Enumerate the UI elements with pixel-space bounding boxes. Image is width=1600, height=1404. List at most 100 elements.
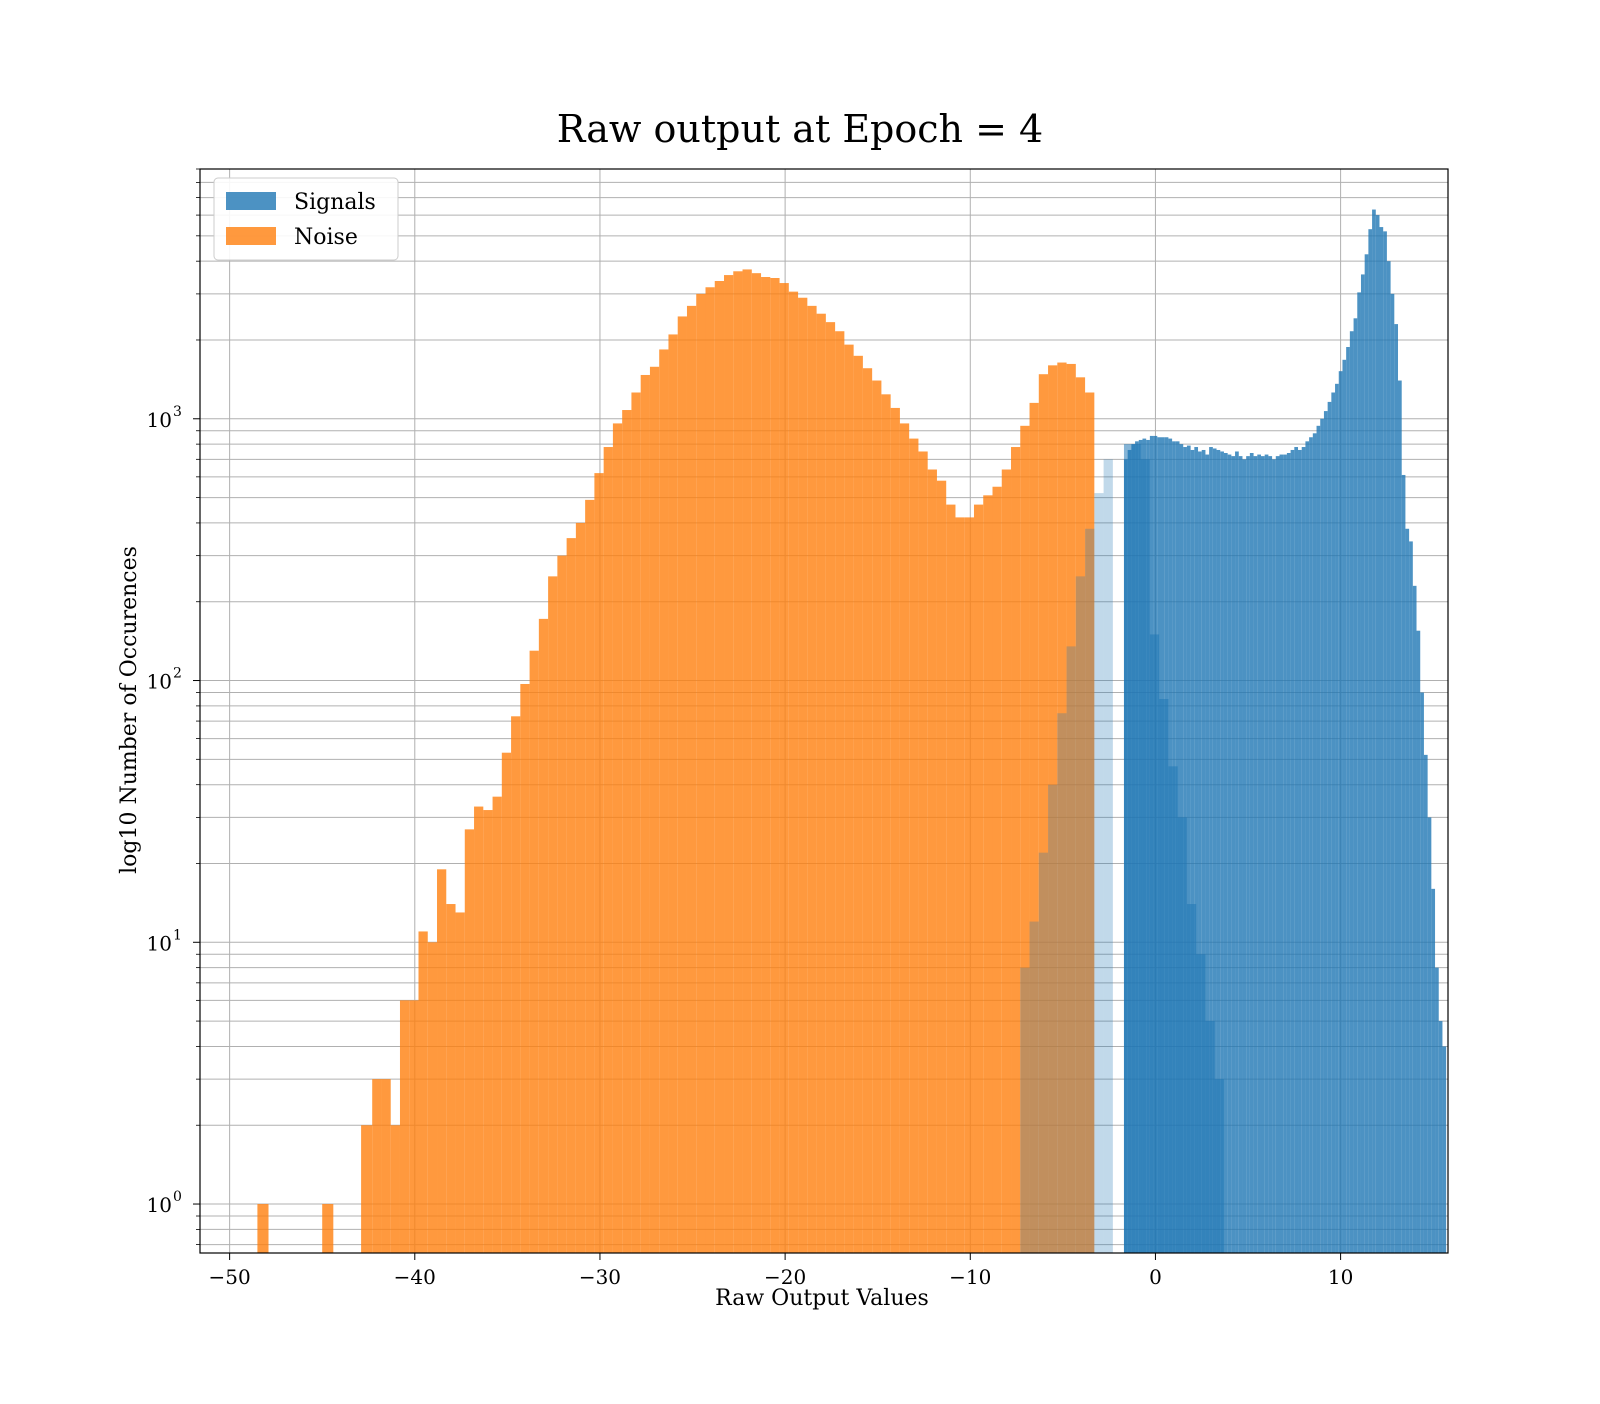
chart-title: Raw output at Epoch = 4 xyxy=(557,107,1043,151)
y-tick-label: 10 xyxy=(147,670,172,694)
signal-bar xyxy=(1386,261,1391,1253)
noise-bar xyxy=(881,394,891,1254)
noise-bar xyxy=(853,355,863,1253)
noise-bar xyxy=(872,380,882,1253)
noise-bar xyxy=(566,538,576,1253)
signal-bar xyxy=(1260,456,1265,1254)
noise-bar xyxy=(909,438,919,1254)
signal-bar xyxy=(1249,453,1254,1253)
y-tick-exponent: 0 xyxy=(173,1189,182,1205)
noise-bar xyxy=(399,1000,410,1253)
noise-bar xyxy=(1001,469,1012,1253)
noise-bar xyxy=(890,407,900,1253)
noise-bar xyxy=(936,480,947,1253)
signal-bar xyxy=(1416,630,1421,1253)
signal-bar xyxy=(1216,449,1221,1253)
noise-bar xyxy=(464,829,475,1253)
signal-bar xyxy=(1327,401,1332,1254)
signal-bar xyxy=(1409,541,1413,1253)
plot-frame xyxy=(199,168,1449,1254)
signal-bar xyxy=(1201,449,1206,1253)
signal-bar xyxy=(1294,447,1299,1253)
noise-bar xyxy=(668,334,678,1253)
noise-bar xyxy=(511,716,521,1253)
noise-bar xyxy=(612,423,623,1253)
noise-bar xyxy=(714,281,725,1253)
signal-bar xyxy=(1353,318,1358,1253)
signal-bar xyxy=(1209,447,1213,1253)
noise-bar xyxy=(501,752,512,1253)
signal-bar xyxy=(1194,447,1199,1253)
legend-swatch-signals xyxy=(226,192,276,210)
noise-bar xyxy=(742,269,752,1253)
noise-bar xyxy=(1029,402,1039,1253)
signal-bar xyxy=(1123,444,1141,1253)
noise-bar xyxy=(779,283,789,1253)
signal-bar xyxy=(1435,967,1439,1253)
signal-bar xyxy=(1186,445,1191,1253)
signal-bar xyxy=(1231,456,1236,1254)
signal-bar xyxy=(1338,371,1343,1253)
signal-bar xyxy=(1290,449,1295,1253)
noise-bar xyxy=(594,473,604,1253)
signal-bar xyxy=(1283,454,1287,1254)
signal-bar xyxy=(1405,528,1410,1253)
signal-bar xyxy=(1246,456,1250,1254)
noise-bar xyxy=(622,410,632,1253)
noise-bar xyxy=(446,904,456,1253)
signal-bar xyxy=(1442,1046,1447,1253)
noise-bar xyxy=(1085,392,1095,1253)
noise-bar xyxy=(862,368,873,1254)
signal-bar xyxy=(1279,454,1284,1254)
noise-bar xyxy=(322,1204,334,1253)
noise-bar xyxy=(677,316,687,1254)
x-tick-label: −30 xyxy=(579,1265,621,1289)
noise-bar xyxy=(659,349,669,1253)
signal-bar xyxy=(1272,459,1276,1254)
noise-bar xyxy=(1066,363,1076,1253)
signal-bar xyxy=(1323,411,1328,1253)
signal-bar xyxy=(1312,433,1317,1253)
noise-bar xyxy=(807,305,817,1254)
noise-bar xyxy=(390,1125,400,1253)
signal-bar xyxy=(1364,254,1369,1254)
noise-bar xyxy=(1020,425,1030,1253)
noise-bar xyxy=(733,271,743,1253)
signal-bar xyxy=(1379,227,1384,1253)
legend-swatch-noise xyxy=(226,227,276,245)
signal-overlap-bar xyxy=(1038,852,1049,1253)
y-tick-exponent: 2 xyxy=(173,666,182,682)
noise-bar xyxy=(788,291,799,1253)
noise-bar xyxy=(927,469,937,1253)
signal-bar xyxy=(1220,451,1224,1253)
noise-bar xyxy=(455,912,465,1253)
signal-bar xyxy=(1401,474,1406,1253)
noise-bar xyxy=(973,504,984,1254)
y-tick-exponent: 3 xyxy=(173,404,182,420)
y-axis-label: log10 Number of Occurences xyxy=(117,546,142,874)
noise-bar xyxy=(825,322,836,1253)
noise-bar xyxy=(955,517,965,1253)
noise-bar xyxy=(705,287,715,1254)
signal-bar xyxy=(1342,359,1347,1253)
signal-bar xyxy=(1298,449,1302,1253)
noise-bar xyxy=(483,810,493,1253)
y-tick-label: 10 xyxy=(147,931,172,955)
noise-bar xyxy=(529,650,539,1253)
signal-overlap-bar xyxy=(1085,528,1095,1253)
signal-bar xyxy=(1383,231,1387,1254)
signal-bar xyxy=(1186,904,1197,1253)
noise-bar xyxy=(361,1125,373,1253)
signal-bar xyxy=(1268,456,1273,1254)
noise-bar xyxy=(557,555,567,1253)
signal-bar xyxy=(1390,293,1395,1253)
signal-overlap-bar xyxy=(1103,459,1113,1254)
x-axis-label: Raw Output Values xyxy=(715,1286,929,1311)
legend: Signals Noise xyxy=(213,177,399,261)
legend-label-signals: Signals xyxy=(294,190,376,215)
signal-overlap-bar xyxy=(1029,921,1039,1253)
noise-bars xyxy=(257,269,1095,1254)
signal-bar xyxy=(1320,418,1324,1253)
noise-bar xyxy=(381,1079,391,1253)
